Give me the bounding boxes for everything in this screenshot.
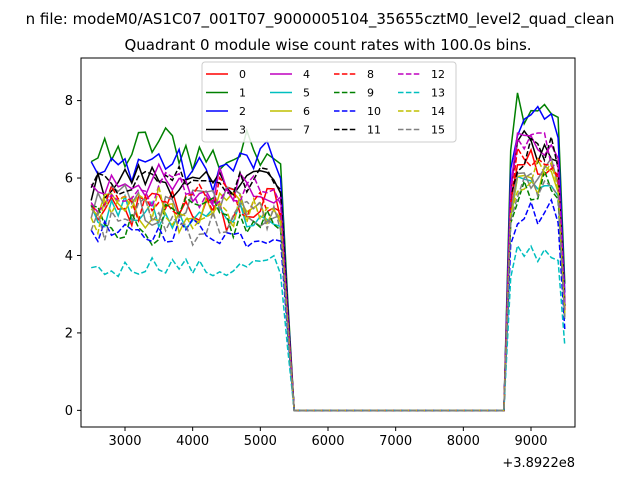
legend-label-5: 5 — [303, 87, 310, 100]
legend-label-13: 13 — [431, 87, 445, 100]
series-line-2 — [90, 105, 566, 412]
legend-label-14: 14 — [431, 105, 445, 118]
series-line-15 — [90, 172, 566, 412]
x-offset-label: +3.8922e8 — [502, 456, 575, 471]
y-tick-label: 0 — [65, 404, 73, 419]
series-line-10 — [90, 197, 566, 412]
legend-label-11: 11 — [367, 124, 381, 137]
legend-label-9: 9 — [367, 87, 374, 100]
x-tick-label: 5000 — [244, 434, 277, 449]
y-tick-label: 8 — [65, 94, 73, 109]
series-layer — [90, 92, 566, 412]
x-tick-label: 6000 — [311, 434, 344, 449]
series-line-14 — [90, 157, 566, 412]
x-tick-label: 8000 — [447, 434, 480, 449]
legend-label-4: 4 — [303, 68, 310, 81]
series-line-0 — [90, 147, 566, 412]
figure-suptitle: n file: modeM0/AS1C07_001T07_9000005104_… — [26, 10, 615, 29]
legend-label-7: 7 — [303, 124, 310, 137]
y-tick-label: 4 — [65, 249, 73, 264]
x-tick-label: 3000 — [108, 434, 141, 449]
y-tick-label: 6 — [65, 172, 73, 187]
legend-label-15: 15 — [431, 124, 445, 137]
series-line-11 — [90, 136, 566, 412]
legend-label-3: 3 — [239, 124, 246, 137]
legend-label-2: 2 — [239, 105, 246, 118]
x-tick-label: 9000 — [514, 434, 547, 449]
y-tick-label: 2 — [65, 326, 73, 341]
legend-label-0: 0 — [239, 68, 246, 81]
legend-label-12: 12 — [431, 68, 445, 81]
legend-box — [201, 61, 457, 143]
legend-label-6: 6 — [303, 105, 310, 118]
series-line-13 — [91, 243, 566, 412]
legend-label-8: 8 — [367, 68, 374, 81]
legend-label-1: 1 — [239, 87, 246, 100]
chart-title: Quadrant 0 module wise count rates with … — [124, 36, 531, 54]
series-line-7 — [90, 156, 566, 412]
x-tick-label: 4000 — [176, 434, 209, 449]
tick-layer: 3000 4000 5000 6000 7000 8000 9000 0 2 4 6 8 — [65, 94, 548, 449]
series-line-8 — [90, 145, 566, 412]
x-tick-label: 7000 — [379, 434, 412, 449]
legend-label-10: 10 — [367, 105, 381, 118]
